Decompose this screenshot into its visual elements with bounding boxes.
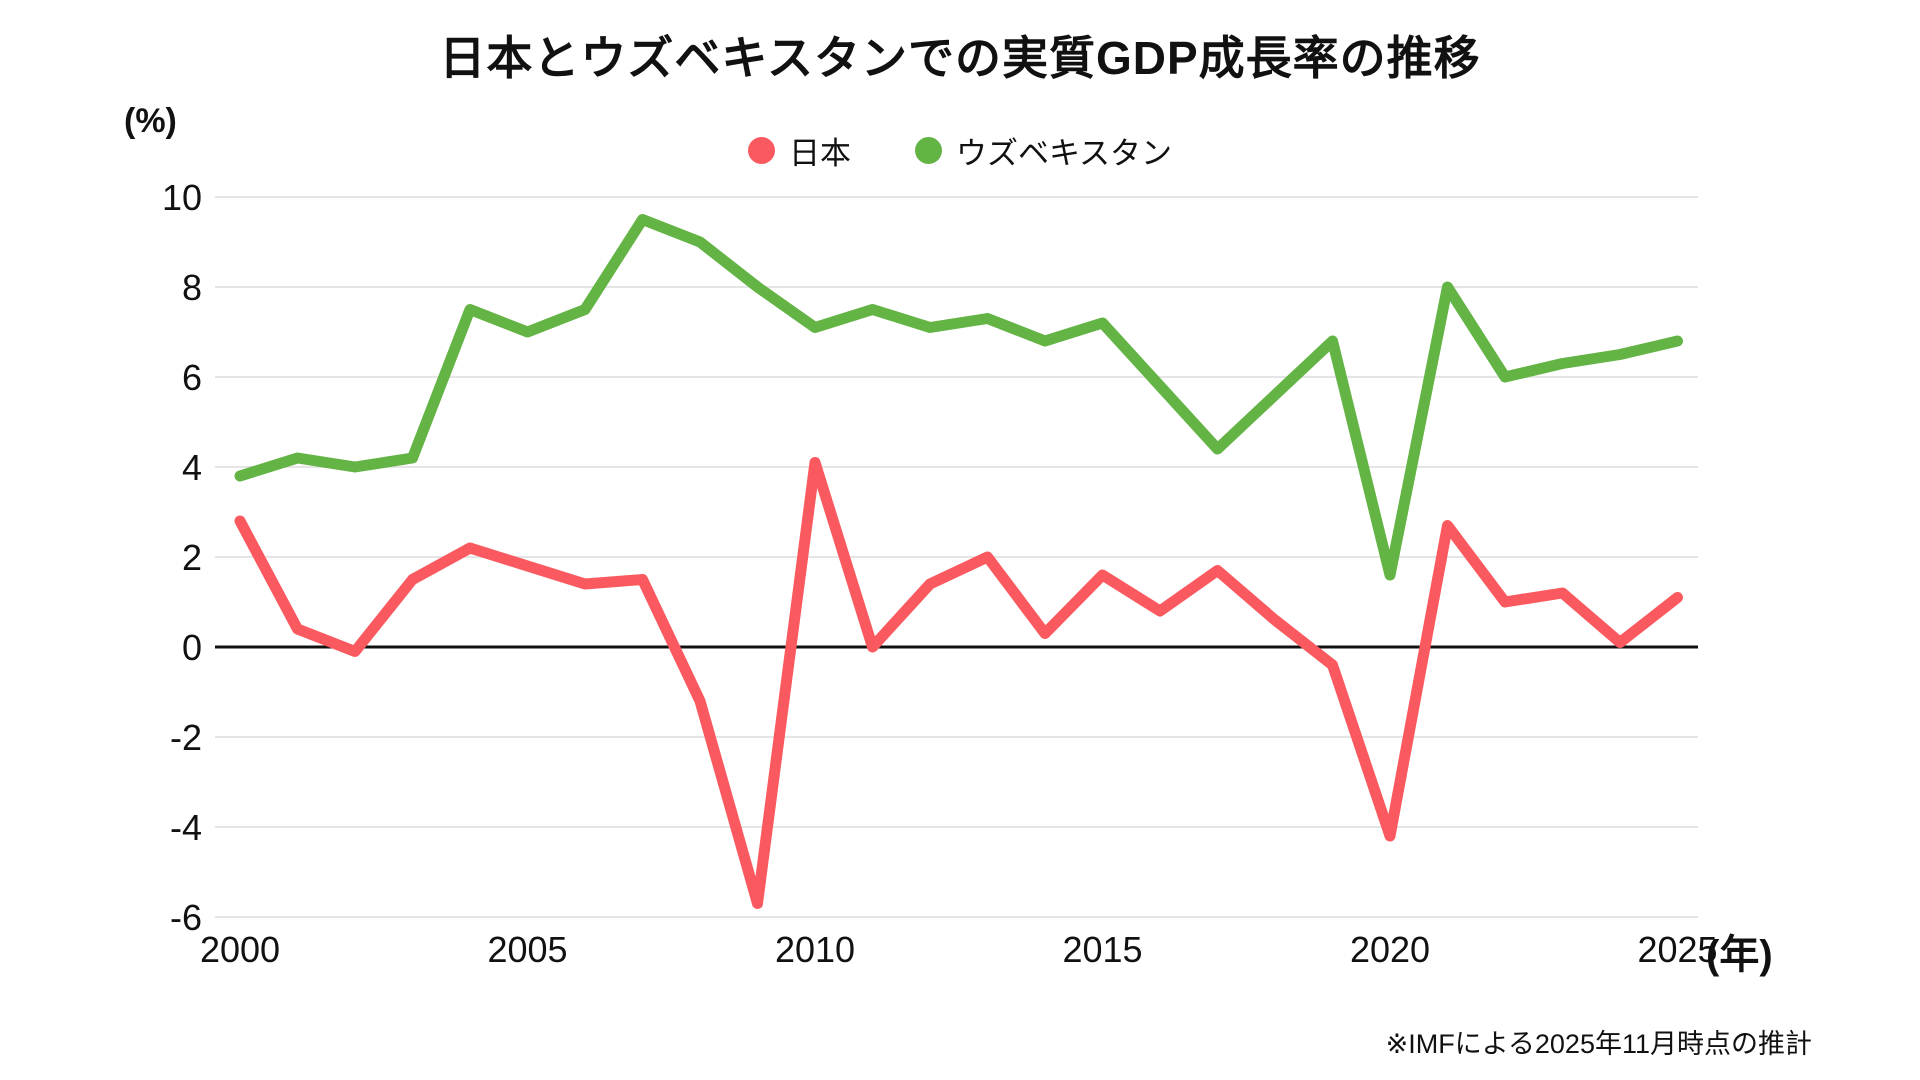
x-axis-unit-label: (年): [1706, 933, 1773, 977]
series-line-japan: [234, 457, 1683, 909]
y-axis-tick-label: 0: [182, 627, 202, 668]
x-axis-tick-label: 2010: [775, 929, 855, 970]
legend: 日本 ウズベキスタン: [0, 128, 1920, 173]
x-axis-tick-label: 2000: [200, 929, 280, 970]
x-axis-tick-label: 2025: [1637, 929, 1717, 970]
legend-item-japan: 日本: [747, 128, 851, 173]
y-axis-tick-label: 2: [182, 537, 202, 578]
x-axis-tick-label: 2015: [1062, 929, 1142, 970]
y-axis-tick-label: -4: [170, 807, 202, 848]
legend-dot-uzbekistan-icon: [914, 137, 942, 164]
legend-dot-japan-icon: [747, 137, 775, 164]
chart-title: 日本とウズベキスタンでの実質GDP成長率の推移: [439, 32, 1481, 84]
y-axis-tick-label: -2: [170, 717, 202, 758]
source-note: ※IMFによる2025年11月時点の推計: [1385, 1029, 1812, 1059]
y-axis-tick-label: 4: [182, 447, 202, 488]
y-axis-tick-label: 6: [182, 357, 202, 398]
legend-item-uzbekistan: ウズベキスタン: [914, 128, 1173, 173]
series-line-uzbekistan: [234, 214, 1683, 581]
y-axis-tick-label: 10: [162, 177, 202, 218]
legend-label-japan: 日本: [788, 136, 851, 171]
y-axis-tick-label: -6: [170, 897, 202, 938]
x-axis-tick-label: 2020: [1350, 929, 1430, 970]
x-axis-tick-label: 2005: [487, 929, 567, 970]
y-axis-tick-label: 8: [182, 267, 202, 308]
legend-label-uzbekistan: ウズベキスタン: [955, 136, 1173, 171]
y-axis-unit-label: (%): [124, 102, 177, 140]
